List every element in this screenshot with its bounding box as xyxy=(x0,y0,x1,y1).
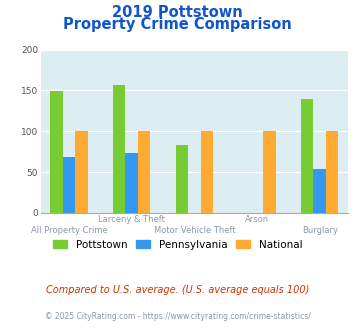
Bar xyxy=(138,131,151,213)
Text: © 2025 CityRating.com - https://www.cityrating.com/crime-statistics/: © 2025 CityRating.com - https://www.city… xyxy=(45,312,310,321)
Bar xyxy=(201,131,213,213)
Bar xyxy=(301,99,313,213)
Bar xyxy=(75,131,88,213)
Bar xyxy=(263,131,276,213)
Text: Property Crime Comparison: Property Crime Comparison xyxy=(63,16,292,31)
Text: Burglary: Burglary xyxy=(302,226,338,235)
Text: Larceny & Theft: Larceny & Theft xyxy=(98,215,165,224)
Text: All Property Crime: All Property Crime xyxy=(31,226,108,235)
Text: Arson: Arson xyxy=(245,215,269,224)
Bar xyxy=(125,153,138,213)
Text: 2019 Pottstown: 2019 Pottstown xyxy=(112,5,243,20)
Bar xyxy=(50,91,63,213)
Bar xyxy=(113,84,125,213)
Text: Motor Vehicle Theft: Motor Vehicle Theft xyxy=(154,226,235,235)
Legend: Pottstown, Pennsylvania, National: Pottstown, Pennsylvania, National xyxy=(49,236,306,254)
Bar xyxy=(63,157,75,213)
Bar xyxy=(313,169,326,213)
Bar xyxy=(326,131,339,213)
Text: Compared to U.S. average. (U.S. average equals 100): Compared to U.S. average. (U.S. average … xyxy=(46,285,309,295)
Bar xyxy=(176,145,188,213)
